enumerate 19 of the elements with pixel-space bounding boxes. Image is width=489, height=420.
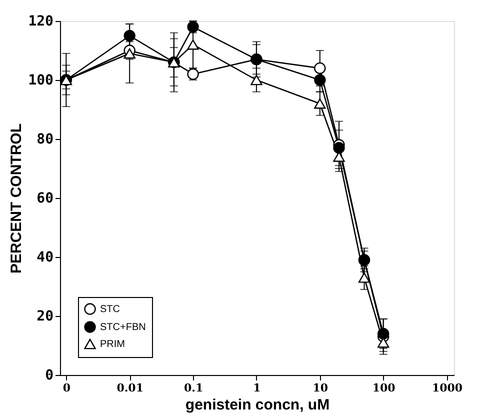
y-tick-label: 80 (36, 132, 54, 148)
x-axis-title: genistein concn, uM (185, 396, 330, 414)
y-tick-label: 120 (28, 14, 54, 30)
y-tick-label: 20 (36, 308, 54, 324)
y-tick-label: 100 (28, 72, 54, 88)
x-tick-label: 1000 (432, 382, 463, 394)
y-axis-title: PERCENT CONTROL (8, 124, 26, 274)
legend-label: STC (100, 304, 120, 315)
x-tick-label: 10 (312, 382, 328, 394)
y-tick-label: 60 (36, 190, 54, 206)
y-tick-label: 0 (45, 368, 54, 384)
x-tick-label: 0.1 (184, 382, 204, 394)
x-tick-label: 1 (253, 382, 261, 394)
legend-label: PRIM (100, 339, 125, 350)
y-tick-label: 40 (36, 250, 54, 266)
x-tick-label: 0.01 (116, 382, 144, 394)
legend-label: STC+FBN (100, 322, 146, 333)
x-tick-label: 0 (62, 382, 71, 394)
x-tick-label: 100 (372, 382, 396, 394)
